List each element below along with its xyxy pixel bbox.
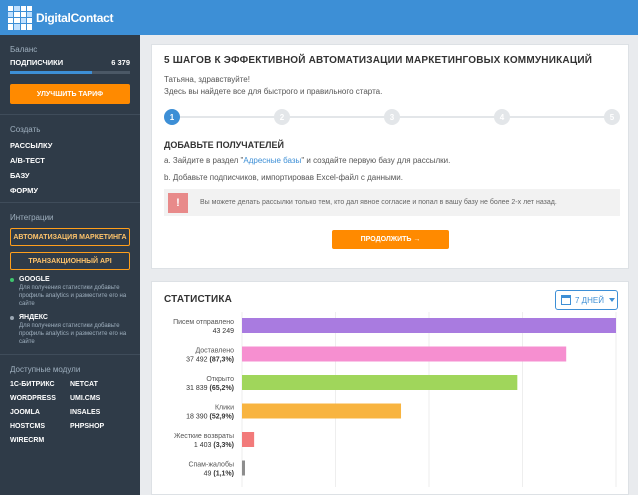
stepper: 1 2 3 4 5: [164, 109, 620, 125]
statistics-card: СТАТИСТИКА 7 ДНЕЙ Писем отправлено 43 249…: [151, 281, 629, 495]
consent-alert: ! Вы можете делать рассылки только тем, …: [164, 189, 620, 216]
modules-heading: Доступные модули: [10, 365, 81, 374]
alert-text: Вы можете делать рассылки только тем, кт…: [200, 199, 557, 206]
subscribers-label: ПОДПИСЧИКИ: [10, 58, 64, 67]
category-label: Спам-жалобы: [188, 461, 234, 469]
create-heading: Создать: [10, 125, 41, 134]
create-form-link[interactable]: ФОРМУ: [10, 186, 39, 195]
logo-icon: [8, 5, 32, 30]
create-campaign-link[interactable]: РАССЫЛКУ: [10, 141, 53, 150]
module-link[interactable]: WIRECRM: [10, 437, 45, 444]
module-link[interactable]: WORDPRESS: [10, 395, 56, 402]
step-5[interactable]: 5: [604, 109, 620, 125]
greeting: Татьяна, здравствуйте! Здесь вы найдете …: [164, 74, 382, 98]
value-label: 31 839 (65,2%): [186, 385, 234, 392]
module-link[interactable]: INSALES: [70, 409, 101, 416]
bar: [242, 346, 567, 362]
instruction-a: a. Зайдите в раздел "Адресные базы" и со…: [164, 156, 450, 165]
integration-yandex[interactable]: ЯНДЕКС Для получения статистики добавьте…: [0, 308, 140, 346]
integrations-heading: Интеграции: [10, 213, 54, 222]
step-3[interactable]: 3: [384, 109, 400, 125]
module-link[interactable]: PHPSHOP: [70, 423, 105, 430]
logo[interactable]: DigitalContact: [0, 0, 140, 35]
subscribers-count: 6 379: [111, 58, 130, 67]
integration-desc: Для получения статистики добавьте профил…: [19, 285, 127, 307]
greeting-line: Здесь вы найдете все для быстрого и прав…: [164, 87, 383, 96]
upgrade-plan-button[interactable]: УЛУЧШИТЬ ТАРИФ: [10, 84, 130, 104]
module-link[interactable]: 1С-БИТРИКС: [10, 381, 55, 388]
integration-google[interactable]: GOOGLE Для получения статистики добавьте…: [0, 270, 140, 308]
chevron-down-icon: [608, 298, 615, 302]
instruction-text: " и создайте первую базу для рассылки.: [301, 156, 451, 165]
section-title: ДОБАВЬТЕ ПОЛУЧАТЕЛЕЙ: [164, 140, 284, 150]
value-label: 37 492 (87,3%): [186, 357, 234, 364]
category-label: Открыто: [206, 376, 234, 383]
subscribers-progress: [10, 71, 130, 74]
calendar-icon: [561, 295, 571, 305]
bar: [242, 432, 255, 447]
value-label: 49 (1,1%): [204, 471, 234, 478]
step-4[interactable]: 4: [494, 109, 510, 125]
create-base-link[interactable]: БАЗУ: [10, 171, 30, 180]
statistics-chart: Писем отправлено 43 249 Доставлено 37 492 (…: [173, 312, 617, 487]
warning-icon: !: [168, 192, 188, 213]
divider: [0, 354, 140, 355]
status-dot-icon: [10, 316, 14, 320]
module-link[interactable]: UMI.CMS: [70, 395, 101, 402]
integration-desc: Для получения статистики добавьте профил…: [19, 323, 127, 345]
subscribers-row: ПОДПИСЧИКИ 6 379: [0, 54, 140, 67]
category-label: Клики: [215, 405, 234, 412]
step-1[interactable]: 1: [164, 109, 180, 125]
transactional-api-button[interactable]: ТРАНЗАКЦИОННЫЙ API: [10, 252, 130, 270]
module-link[interactable]: JOOMLA: [10, 409, 40, 416]
module-link[interactable]: NETCAT: [70, 381, 98, 388]
onboarding-title: 5 ШАГОВ К ЭФФЕКТИВНОЙ АВТОМАТИЗАЦИИ МАРК…: [164, 55, 593, 66]
step-2[interactable]: 2: [274, 109, 290, 125]
balance-heading: Баланс: [10, 45, 38, 54]
divider: [0, 202, 140, 203]
marketing-automation-button[interactable]: АВТОМАТИЗАЦИЯ МАРКЕТИНГА: [10, 228, 130, 246]
subscribers-progress-fill: [10, 71, 92, 74]
status-dot-icon: [10, 278, 14, 282]
statistics-title: СТАТИСТИКА: [164, 294, 233, 305]
continue-button[interactable]: ПРОДОЛЖИТЬ →: [332, 230, 449, 249]
create-ab-test-link[interactable]: А/B-ТЕСТ: [10, 156, 45, 165]
divider: [0, 114, 140, 115]
greeting-line: Татьяна, здравствуйте!: [164, 75, 250, 84]
category-label: Доставлено: [195, 348, 234, 355]
bar: [242, 403, 402, 419]
sidebar: DigitalContact Баланс ПОДПИСЧИКИ 6 379 У…: [0, 0, 140, 495]
date-range-dropdown[interactable]: 7 ДНЕЙ: [555, 290, 618, 310]
integration-title: GOOGLE: [19, 276, 50, 283]
address-bases-link[interactable]: Адресные базы: [243, 156, 302, 165]
top-bar: [140, 0, 638, 35]
app-name: DigitalContact: [36, 10, 114, 25]
instruction-text: a. Зайдите в раздел ": [164, 156, 244, 165]
value-label: 18 390 (52,9%): [186, 414, 234, 421]
value-label: 1 403 (3,3%): [194, 442, 234, 449]
onboarding-card: 5 ШАГОВ К ЭФФЕКТИВНОЙ АВТОМАТИЗАЦИИ МАРК…: [151, 44, 629, 269]
instruction-b: b. Добавьте подписчиков, импортировав Ex…: [164, 173, 403, 182]
module-link[interactable]: HOSTCMS: [10, 423, 45, 430]
category-label: Писем отправлено: [173, 319, 234, 326]
modules-grid: 1С-БИТРИКС NETCAT WORDPRESS UMI.CMS JOOM…: [0, 374, 140, 448]
date-range-label: 7 ДНЕЙ: [575, 295, 604, 305]
bar: [242, 375, 518, 390]
integration-title: ЯНДЕКС: [19, 314, 48, 321]
category-label: Жесткие возвраты: [174, 433, 234, 440]
bar: [242, 318, 616, 333]
value-label: 43 249: [213, 328, 235, 335]
bar: [242, 460, 245, 476]
